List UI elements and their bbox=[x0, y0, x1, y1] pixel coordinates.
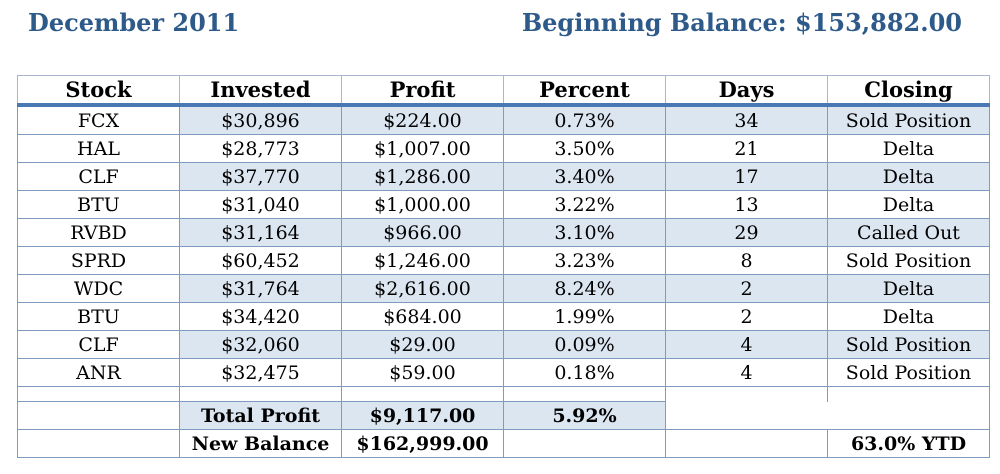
cell-stock: RVBD bbox=[17, 218, 180, 247]
cell-profit: $1,000.00 bbox=[341, 190, 504, 219]
cell-closing: Delta bbox=[827, 162, 990, 191]
beginning-balance-label: Beginning Balance: bbox=[521, 8, 787, 37]
cell-days: 2 bbox=[665, 302, 828, 331]
beginning-balance: Beginning Balance: $153,882.00 bbox=[522, 8, 962, 37]
blank-cell bbox=[17, 401, 180, 430]
cell-stock: BTU bbox=[17, 190, 180, 219]
cell-stock: HAL bbox=[17, 134, 180, 163]
cell-closing: Sold Position bbox=[827, 358, 990, 387]
total-profit-row: Total Profit $9,117.00 5.92% bbox=[17, 401, 990, 430]
cell-profit: $59.00 bbox=[341, 358, 504, 387]
table-row: ANR $32,475 $59.00 0.18% 4 Sold Position bbox=[17, 358, 990, 387]
table-row: BTU $31,040 $1,000.00 3.22% 13 Delta bbox=[17, 190, 990, 219]
column-header-percent: Percent bbox=[503, 75, 666, 107]
total-profit-percent: 5.92% bbox=[503, 401, 666, 430]
spacer-row bbox=[17, 386, 990, 402]
table-row: CLF $37,770 $1,286.00 3.40% 17 Delta bbox=[17, 162, 990, 191]
blank-cell bbox=[665, 429, 828, 458]
cell-closing: Called Out bbox=[827, 218, 990, 247]
cell-invested: $32,475 bbox=[179, 358, 342, 387]
cell-invested: $34,420 bbox=[179, 302, 342, 331]
cell-profit: $29.00 bbox=[341, 330, 504, 359]
cell-invested: $31,764 bbox=[179, 274, 342, 303]
cell-percent: 0.09% bbox=[503, 330, 666, 359]
cell-stock: ANR bbox=[17, 358, 180, 387]
table-row: CLF $32,060 $29.00 0.09% 4 Sold Position bbox=[17, 330, 990, 359]
cell-profit: $684.00 bbox=[341, 302, 504, 331]
cell-invested: $31,164 bbox=[179, 218, 342, 247]
cell-stock: FCX bbox=[17, 104, 180, 135]
cell-percent: 3.22% bbox=[503, 190, 666, 219]
column-header-days: Days bbox=[665, 75, 828, 107]
cell-profit: $1,246.00 bbox=[341, 246, 504, 275]
cell-profit: $966.00 bbox=[341, 218, 504, 247]
cell-days: 8 bbox=[665, 246, 828, 275]
cell-stock: BTU bbox=[17, 302, 180, 331]
cell-days: 17 bbox=[665, 162, 828, 191]
blank-cell bbox=[17, 429, 180, 458]
cell-stock: SPRD bbox=[17, 246, 180, 275]
cell-days: 4 bbox=[665, 358, 828, 387]
cell-percent: 3.50% bbox=[503, 134, 666, 163]
cell-days: 4 bbox=[665, 330, 828, 359]
column-header-closing: Closing bbox=[827, 75, 990, 107]
cell-profit: $1,007.00 bbox=[341, 134, 504, 163]
blank-cell bbox=[503, 429, 666, 458]
table-row: SPRD $60,452 $1,246.00 3.23% 8 Sold Position bbox=[17, 246, 990, 275]
trades-table: Stock Invested Profit Percent Days Closi… bbox=[17, 75, 990, 458]
new-balance-row: New Balance $162,999.00 63.0% YTD bbox=[17, 429, 990, 458]
cell-profit: $224.00 bbox=[341, 104, 504, 135]
cell-percent: 3.23% bbox=[503, 246, 666, 275]
cell-days: 21 bbox=[665, 134, 828, 163]
cell-closing: Sold Position bbox=[827, 246, 990, 275]
blank-cell bbox=[665, 401, 828, 430]
beginning-balance-value: $153,882.00 bbox=[794, 8, 962, 37]
month-title: December 2011 bbox=[28, 8, 240, 37]
cell-invested: $37,770 bbox=[179, 162, 342, 191]
cell-days: 2 bbox=[665, 274, 828, 303]
cell-percent: 3.40% bbox=[503, 162, 666, 191]
blank-cell bbox=[827, 401, 990, 430]
cell-closing: Delta bbox=[827, 190, 990, 219]
cell-closing: Sold Position bbox=[827, 330, 990, 359]
cell-percent: 3.10% bbox=[503, 218, 666, 247]
cell-stock: WDC bbox=[17, 274, 180, 303]
ytd-value: 63.0% YTD bbox=[827, 429, 990, 458]
cell-days: 13 bbox=[665, 190, 828, 219]
cell-profit: $1,286.00 bbox=[341, 162, 504, 191]
new-balance-label: New Balance bbox=[179, 429, 342, 458]
cell-percent: 8.24% bbox=[503, 274, 666, 303]
cell-stock: CLF bbox=[17, 330, 180, 359]
cell-closing: Sold Position bbox=[827, 104, 990, 135]
cell-invested: $28,773 bbox=[179, 134, 342, 163]
table-row: FCX $30,896 $224.00 0.73% 34 Sold Position bbox=[17, 104, 990, 135]
cell-closing: Delta bbox=[827, 134, 990, 163]
cell-days: 34 bbox=[665, 104, 828, 135]
cell-profit: $2,616.00 bbox=[341, 274, 504, 303]
cell-invested: $60,452 bbox=[179, 246, 342, 275]
cell-percent: 1.99% bbox=[503, 302, 666, 331]
table-row: RVBD $31,164 $966.00 3.10% 29 Called Out bbox=[17, 218, 990, 247]
cell-invested: $31,040 bbox=[179, 190, 342, 219]
total-profit-label: Total Profit bbox=[179, 401, 342, 430]
cell-invested: $32,060 bbox=[179, 330, 342, 359]
table-row: BTU $34,420 $684.00 1.99% 2 Delta bbox=[17, 302, 990, 331]
cell-closing: Delta bbox=[827, 274, 990, 303]
cell-percent: 0.73% bbox=[503, 104, 666, 135]
column-header-invested: Invested bbox=[179, 75, 342, 107]
total-profit-value: $9,117.00 bbox=[341, 401, 504, 430]
new-balance-value: $162,999.00 bbox=[341, 429, 504, 458]
cell-closing: Delta bbox=[827, 302, 990, 331]
cell-days: 29 bbox=[665, 218, 828, 247]
table-row: WDC $31,764 $2,616.00 8.24% 2 Delta bbox=[17, 274, 990, 303]
cell-percent: 0.18% bbox=[503, 358, 666, 387]
cell-invested: $30,896 bbox=[179, 104, 342, 135]
table-header-row: Stock Invested Profit Percent Days Closi… bbox=[17, 75, 990, 107]
column-header-stock: Stock bbox=[17, 75, 180, 107]
cell-stock: CLF bbox=[17, 162, 180, 191]
table-row: HAL $28,773 $1,007.00 3.50% 21 Delta bbox=[17, 134, 990, 163]
column-header-profit: Profit bbox=[341, 75, 504, 107]
